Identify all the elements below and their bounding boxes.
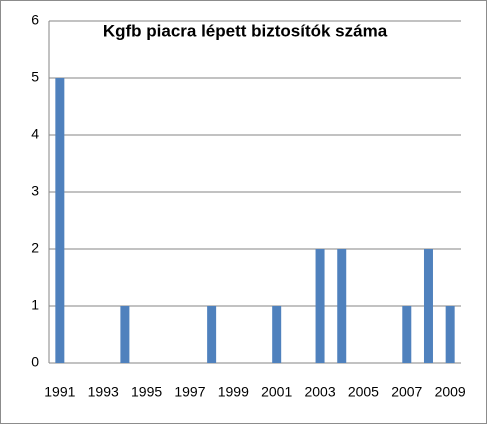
x-tick-label: 2005 bbox=[348, 384, 379, 400]
bar bbox=[315, 249, 325, 363]
y-tick-label: 4 bbox=[31, 126, 39, 142]
bar bbox=[207, 306, 217, 363]
x-tick-label: 2009 bbox=[435, 384, 466, 400]
x-tick-label: 2003 bbox=[304, 384, 335, 400]
x-tick-label: 1999 bbox=[218, 384, 249, 400]
x-tick-label: 2001 bbox=[261, 384, 292, 400]
bar bbox=[55, 78, 65, 363]
y-tick-label: 6 bbox=[31, 12, 39, 28]
bar bbox=[445, 306, 455, 363]
x-tick-label: 1997 bbox=[174, 384, 205, 400]
x-tick-label: 1995 bbox=[131, 384, 162, 400]
bar bbox=[272, 306, 282, 363]
y-tick-label: 2 bbox=[31, 240, 39, 256]
bar bbox=[120, 306, 130, 363]
bar bbox=[402, 306, 412, 363]
y-tick-label: 1 bbox=[31, 297, 39, 313]
y-tick-label: 0 bbox=[31, 354, 39, 370]
y-tick-label: 3 bbox=[31, 183, 39, 199]
chart-title: Kgfb piacra lépett biztosítók száma bbox=[103, 21, 388, 40]
x-tick-label: 2007 bbox=[391, 384, 422, 400]
bar bbox=[337, 249, 347, 363]
bar bbox=[423, 249, 433, 363]
x-tick-label: 1991 bbox=[44, 384, 75, 400]
y-tick-label: 5 bbox=[31, 69, 39, 85]
x-tick-label: 1993 bbox=[88, 384, 119, 400]
